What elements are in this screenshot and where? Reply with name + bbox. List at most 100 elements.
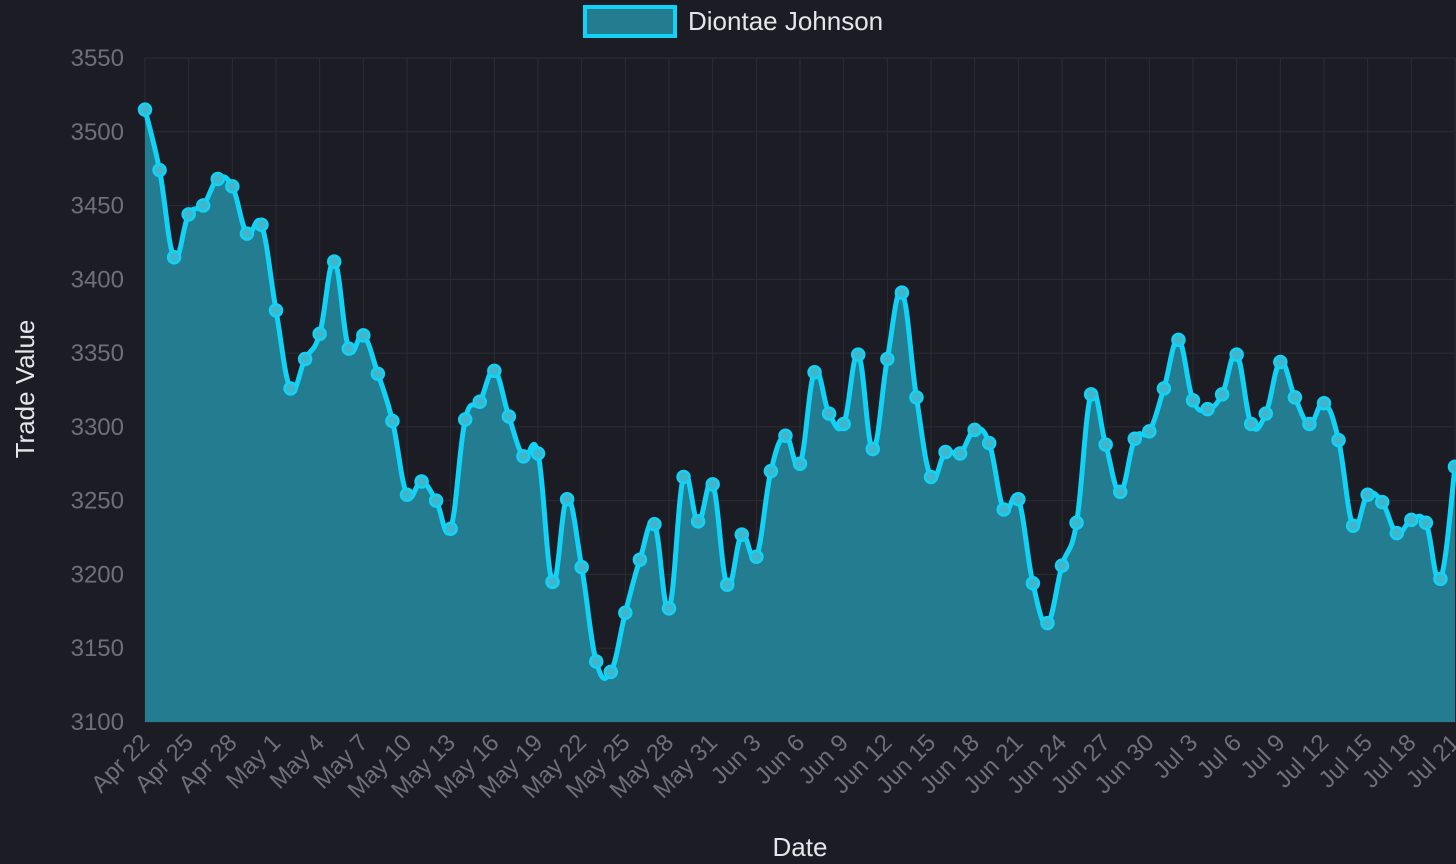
data-point[interactable]: [1200, 401, 1215, 417]
data-point[interactable]: [545, 574, 560, 590]
data-point[interactable]: [1447, 459, 1456, 474]
data-point[interactable]: [836, 416, 851, 432]
data-point[interactable]: [297, 351, 313, 367]
data-point[interactable]: [938, 444, 953, 460]
data-point[interactable]: [1054, 558, 1070, 573]
data-point[interactable]: [283, 381, 298, 396]
data-point[interactable]: [676, 469, 691, 485]
data-point[interactable]: [574, 559, 589, 575]
data-point[interactable]: [1098, 437, 1113, 452]
data-point[interactable]: [588, 654, 604, 669]
data-point[interactable]: [530, 446, 546, 461]
data-point[interactable]: [1142, 424, 1157, 439]
data-point[interactable]: [850, 347, 866, 362]
data-point[interactable]: [1083, 387, 1099, 402]
data-point[interactable]: [1025, 576, 1041, 591]
data-point[interactable]: [1171, 332, 1186, 348]
data-point[interactable]: [239, 226, 255, 241]
data-point[interactable]: [807, 365, 822, 380]
data-point[interactable]: [268, 303, 284, 318]
data-point[interactable]: [1214, 387, 1230, 402]
data-point[interactable]: [457, 412, 473, 427]
data-point[interactable]: [254, 217, 269, 232]
data-point[interactable]: [661, 601, 677, 616]
x-tick-label: Jun 3: [706, 729, 767, 790]
data-point[interactable]: [821, 406, 837, 421]
data-point[interactable]: [690, 514, 706, 529]
data-point[interactable]: [1273, 354, 1288, 370]
data-point[interactable]: [166, 249, 182, 265]
data-point[interactable]: [952, 446, 968, 461]
data-point[interactable]: [880, 351, 895, 367]
data-point[interactable]: [326, 254, 342, 269]
data-point[interactable]: [749, 549, 764, 564]
y-tick-label: 3200: [71, 561, 124, 588]
data-point[interactable]: [1331, 432, 1346, 448]
data-point[interactable]: [181, 207, 196, 222]
data-point[interactable]: [501, 409, 517, 424]
data-point[interactable]: [705, 477, 720, 492]
data-point[interactable]: [1127, 431, 1143, 446]
data-point[interactable]: [967, 422, 982, 438]
data-point[interactable]: [559, 491, 575, 507]
data-point[interactable]: [1374, 494, 1390, 510]
data-point[interactable]: [981, 435, 997, 451]
data-point[interactable]: [923, 469, 939, 485]
data-point[interactable]: [996, 502, 1012, 517]
data-point[interactable]: [1112, 484, 1128, 500]
data-point[interactable]: [1302, 416, 1317, 432]
data-point[interactable]: [865, 441, 881, 457]
data-point[interactable]: [894, 285, 910, 300]
data-point[interactable]: [152, 162, 167, 178]
data-point[interactable]: [370, 366, 386, 382]
data-point[interactable]: [385, 413, 400, 429]
data-point[interactable]: [137, 102, 153, 117]
data-point[interactable]: [356, 328, 371, 343]
data-point[interactable]: [1040, 615, 1055, 631]
data-point[interactable]: [734, 527, 750, 542]
data-point[interactable]: [1069, 515, 1084, 531]
data-point[interactable]: [443, 521, 458, 536]
legend-label[interactable]: Diontae Johnson: [688, 6, 883, 36]
data-point[interactable]: [1287, 390, 1303, 405]
data-point[interactable]: [210, 171, 226, 187]
data-point[interactable]: [414, 474, 429, 489]
x-tick-label: Jun 6: [750, 729, 811, 790]
x-axis-title: Date: [773, 832, 828, 862]
data-point[interactable]: [428, 493, 444, 508]
data-point[interactable]: [472, 394, 488, 410]
data-point[interactable]: [1418, 515, 1434, 531]
data-point[interactable]: [909, 390, 924, 405]
data-point[interactable]: [1360, 487, 1375, 503]
y-tick-label: 3300: [71, 414, 124, 441]
y-tick-label: 3550: [71, 45, 124, 72]
data-point[interactable]: [632, 552, 648, 567]
data-point[interactable]: [1389, 525, 1405, 541]
data-point[interactable]: [1243, 416, 1259, 432]
data-point[interactable]: [719, 577, 735, 593]
data-point[interactable]: [603, 664, 619, 680]
data-point[interactable]: [1229, 347, 1244, 362]
chart-legend[interactable]: Diontae Johnson: [583, 5, 883, 38]
data-point[interactable]: [195, 198, 211, 213]
data-point[interactable]: [763, 463, 779, 479]
data-point[interactable]: [487, 363, 502, 379]
data-point[interactable]: [1345, 518, 1361, 534]
data-point[interactable]: [225, 179, 240, 194]
data-point[interactable]: [778, 428, 793, 443]
data-point[interactable]: [1433, 571, 1448, 587]
data-point[interactable]: [1011, 491, 1026, 507]
data-point[interactable]: [399, 487, 415, 503]
data-point[interactable]: [618, 605, 633, 621]
legend-swatch[interactable]: [583, 5, 677, 38]
data-point[interactable]: [341, 341, 357, 356]
data-point[interactable]: [1185, 393, 1201, 408]
data-point[interactable]: [312, 326, 327, 342]
data-point[interactable]: [1316, 396, 1332, 411]
data-point[interactable]: [647, 517, 662, 532]
data-point[interactable]: [792, 456, 808, 472]
data-point[interactable]: [1258, 406, 1274, 421]
data-point[interactable]: [1156, 381, 1172, 396]
data-point[interactable]: [516, 449, 531, 464]
data-point[interactable]: [1404, 512, 1419, 528]
